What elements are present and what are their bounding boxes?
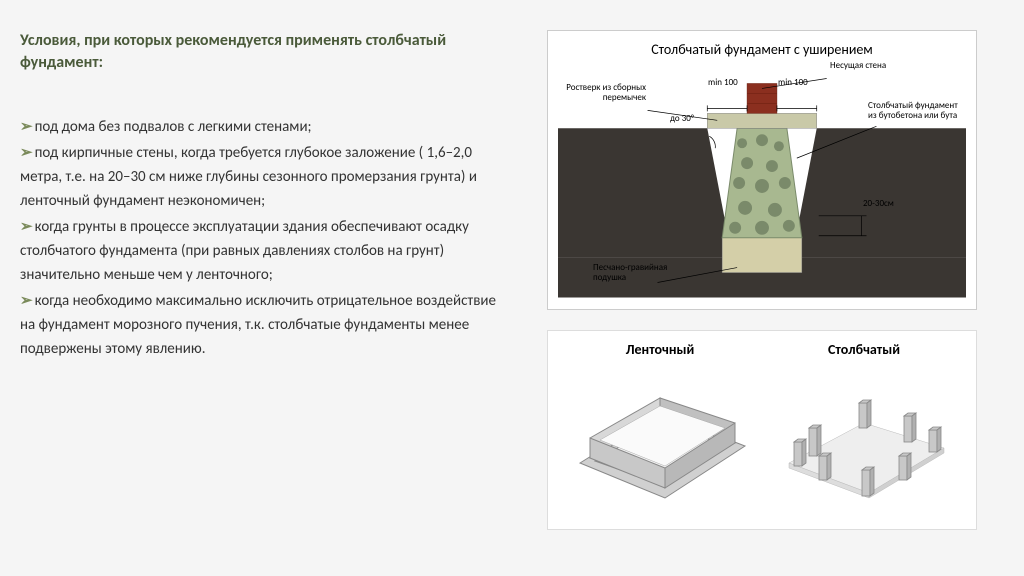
pile-foundation-panel: Столбчатый: [762, 341, 966, 519]
bullet-text: под кирпичные стены, когда требуется глу…: [20, 144, 477, 210]
strip-foundation-panel: Ленточный: [558, 341, 762, 519]
bullet-icon: ➢: [20, 144, 33, 162]
list-item: ➢под дома без подвалов с легкими стенами…: [20, 115, 500, 139]
label-depth: 20-30см: [863, 199, 894, 209]
label-angle: до 30°: [670, 114, 694, 124]
label-wall: Несущая стена: [830, 61, 886, 71]
label-cushion: Песчано-гравийная подушка: [593, 263, 683, 283]
bullet-icon: ➢: [20, 292, 33, 310]
label-grillage: Ростверк из сборных перемычек: [566, 83, 646, 103]
strip-label: Ленточный: [626, 341, 695, 358]
list-item: ➢когда грунты в процессе эксплуатации зд…: [20, 215, 500, 287]
bullet-text: когда грунты в процессе эксплуатации зда…: [20, 218, 469, 284]
foundation-types-diagram: Ленточный Столбчатый: [547, 330, 977, 530]
strip-svg: [558, 368, 762, 518]
pile-label: Столбчатый: [828, 341, 900, 358]
bullet-text: под дома без подвалов с легкими стенами;: [35, 118, 312, 136]
foundation-section-diagram: Столбчатый фундамент с уширением: [547, 30, 977, 310]
label-min100-left: min 100: [708, 78, 738, 88]
label-foundation: Столбчатый фундамент из бутобетона или б…: [868, 101, 968, 121]
heading: Условия, при которых рекомендуется приме…: [20, 30, 500, 75]
label-min100-right: min 100: [778, 78, 808, 88]
bullet-icon: ➢: [20, 218, 33, 236]
list-item: ➢когда необходимо максимально исключить …: [20, 289, 500, 361]
list-item: ➢под кирпичные стены, когда требуется гл…: [20, 141, 500, 213]
bullet-text: когда необходимо максимально исключить о…: [20, 292, 496, 358]
diagram1-title: Столбчатый фундамент с уширением: [558, 41, 966, 58]
bullet-icon: ➢: [20, 118, 33, 136]
pile-svg: [762, 368, 966, 518]
bullet-list: ➢под дома без подвалов с легкими стенами…: [20, 115, 500, 363]
